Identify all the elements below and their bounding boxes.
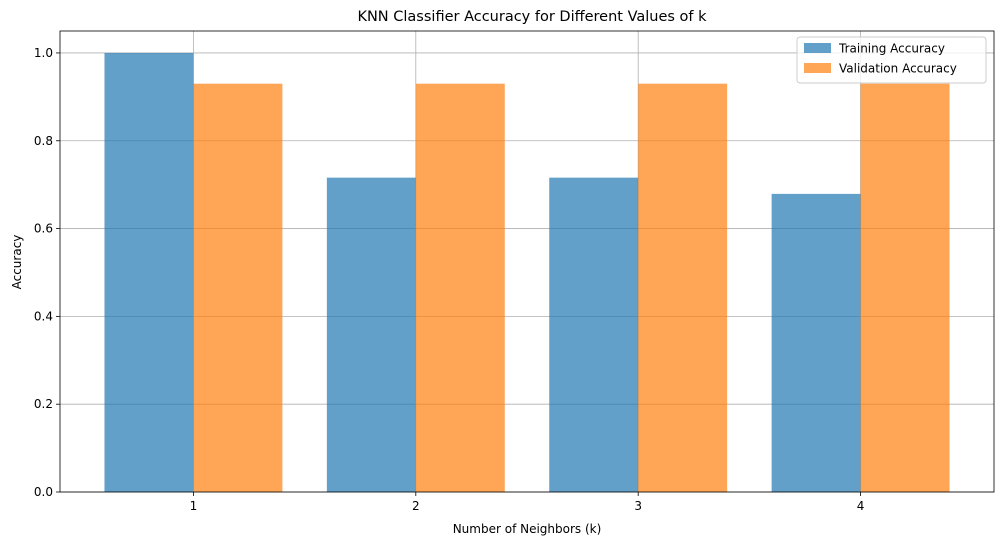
validation-accuracy-bar — [415, 83, 505, 492]
ticks: 0.0 0.2 0.4 0.6 0.8 1.0 1 2 3 4 — [34, 46, 864, 513]
legend: Training Accuracy Validation Accuracy — [796, 36, 987, 84]
y-axis-label: Accuracy — [10, 235, 24, 290]
validation-accuracy-bar — [638, 83, 728, 492]
chart-title: KNN Classifier Accuracy for Different Va… — [357, 9, 707, 25]
legend-swatch — [804, 43, 831, 53]
y-tick-label: 0.2 — [34, 397, 53, 411]
training-accuracy-bar — [326, 177, 416, 492]
validation-accuracy-bar — [860, 83, 950, 492]
legend-box — [796, 36, 987, 84]
legend-label: Validation Accuracy — [839, 62, 957, 76]
x-tick-label: 1 — [190, 499, 198, 513]
x-tick-label: 2 — [412, 499, 420, 513]
y-tick-label: 0.4 — [34, 309, 53, 323]
plot-frame — [59, 30, 995, 493]
x-tick-label: 3 — [634, 499, 642, 513]
legend-swatch — [804, 63, 831, 73]
y-tick-label: 0.0 — [34, 485, 53, 499]
x-tick-label: 4 — [857, 499, 865, 513]
legend-label: Training Accuracy — [838, 42, 945, 56]
y-tick-label: 1.0 — [34, 46, 53, 60]
y-tick-label: 0.6 — [34, 222, 53, 236]
y-tick-label: 0.8 — [34, 134, 53, 148]
training-accuracy-bar — [549, 177, 639, 492]
training-accuracy-bar — [104, 52, 194, 492]
x-axis-label: Number of Neighbors (k) — [453, 522, 602, 536]
validation-accuracy-bar — [193, 83, 283, 492]
bars — [104, 52, 950, 493]
training-accuracy-bar — [771, 193, 861, 493]
axes — [59, 30, 995, 493]
